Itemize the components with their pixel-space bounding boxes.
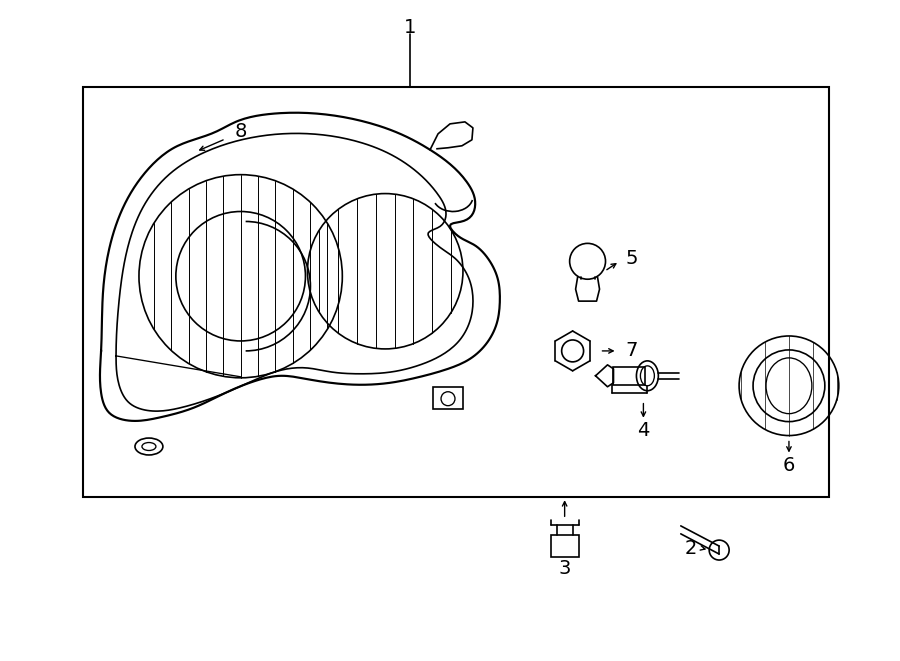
Text: 8: 8 bbox=[235, 122, 247, 141]
Bar bbox=[433, 387, 463, 408]
Bar bbox=[614, 367, 645, 385]
Text: 6: 6 bbox=[783, 456, 795, 475]
Text: 3: 3 bbox=[559, 559, 571, 578]
Bar bbox=[83, 87, 829, 497]
Text: 7: 7 bbox=[626, 342, 637, 360]
Text: 1: 1 bbox=[404, 18, 417, 37]
Text: 2: 2 bbox=[685, 539, 698, 558]
Text: 5: 5 bbox=[626, 249, 638, 268]
Text: 4: 4 bbox=[637, 421, 650, 440]
Bar bbox=[551, 535, 579, 557]
